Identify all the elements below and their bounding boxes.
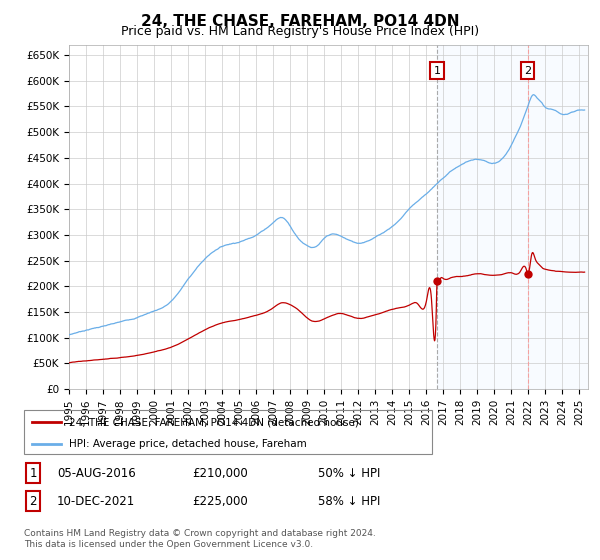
Text: £225,000: £225,000 [192,494,248,508]
Text: £210,000: £210,000 [192,466,248,480]
Text: 24, THE CHASE, FAREHAM, PO14 4DN (detached house): 24, THE CHASE, FAREHAM, PO14 4DN (detach… [69,417,359,427]
Text: 58% ↓ HPI: 58% ↓ HPI [318,494,380,508]
Text: Price paid vs. HM Land Registry's House Price Index (HPI): Price paid vs. HM Land Registry's House … [121,25,479,38]
Text: 10-DEC-2021: 10-DEC-2021 [57,494,135,508]
Text: 50% ↓ HPI: 50% ↓ HPI [318,466,380,480]
Text: 05-AUG-2016: 05-AUG-2016 [57,466,136,480]
Text: HPI: Average price, detached house, Fareham: HPI: Average price, detached house, Fare… [69,439,307,449]
Text: 2: 2 [29,494,37,508]
Bar [437,45,588,389]
Text: Contains HM Land Registry data © Crown copyright and database right 2024.
This d: Contains HM Land Registry data © Crown c… [24,529,376,549]
Text: 1: 1 [29,466,37,480]
Text: 24, THE CHASE, FAREHAM, PO14 4DN: 24, THE CHASE, FAREHAM, PO14 4DN [141,14,459,29]
Text: 1: 1 [433,66,440,76]
Text: 2: 2 [524,66,531,76]
